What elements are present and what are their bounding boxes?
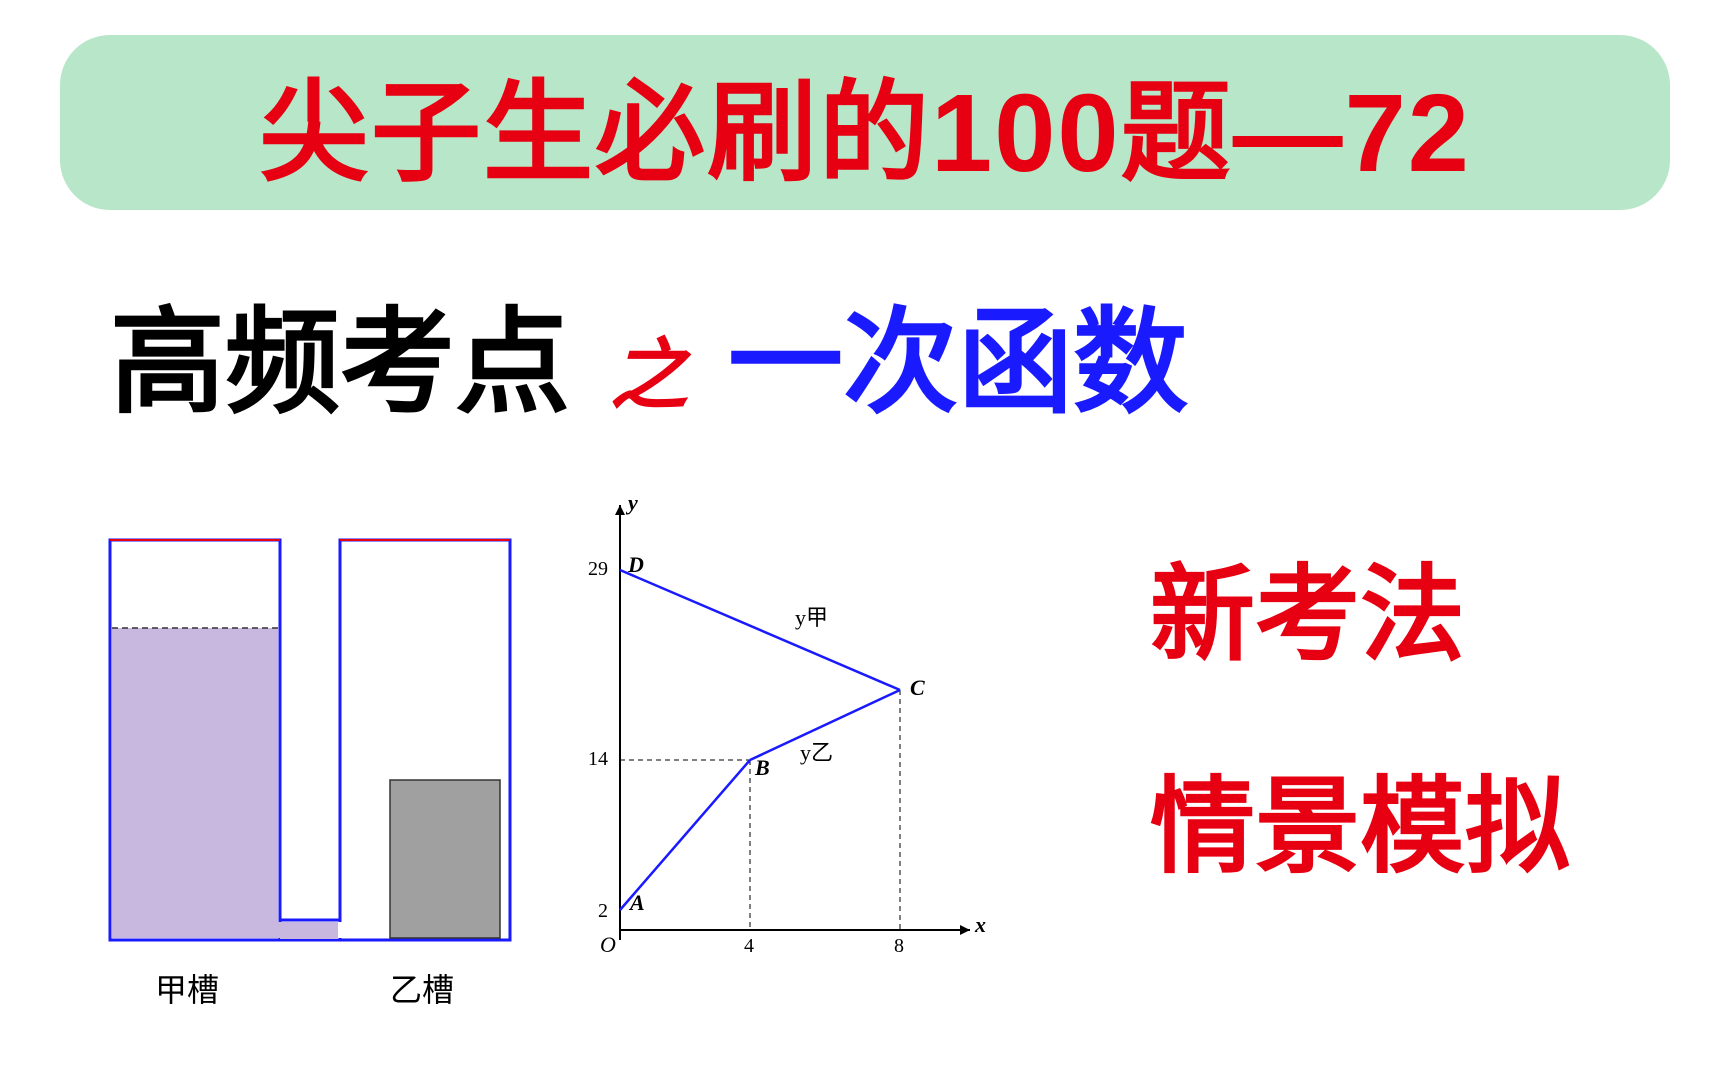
subtitle-part3: 一次函数 (728, 270, 1188, 436)
ytick-2: 2 (598, 900, 608, 923)
origin-label: O (600, 932, 616, 958)
ytick-29: 29 (588, 558, 608, 581)
xtick-4: 4 (744, 935, 754, 958)
subtitle-row: 高频考点 之 一次函数 (110, 270, 1188, 436)
right-label-2: 情景模拟 (1150, 742, 1570, 894)
tanks-svg (100, 510, 520, 960)
ytick-14: 14 (588, 748, 608, 771)
point-A: A (630, 890, 645, 916)
tanks-diagram: 甲槽 乙槽 (100, 510, 520, 1010)
subtitle-part2: 之 (610, 313, 688, 425)
y-yi-label: y乙 (800, 735, 833, 767)
title-banner: 尖子生必刷的100题—72 (60, 35, 1670, 210)
main-title: 尖子生必刷的100题—72 (259, 43, 1471, 203)
y-jia-label: y甲 (795, 600, 828, 632)
right-labels: 新考法 情景模拟 (1150, 530, 1570, 954)
tank-label-left: 甲槽 (155, 965, 219, 1011)
xtick-8: 8 (894, 935, 904, 958)
point-D: D (628, 552, 644, 578)
diagram-area: 甲槽 乙槽 y x O 2 14 29 4 8 A (100, 490, 1020, 1030)
y-axis-label: y (628, 490, 638, 516)
line-graph: y x O 2 14 29 4 8 A B C D y甲 y乙 (570, 490, 1010, 1010)
tank-label-right: 乙槽 (390, 965, 454, 1011)
right-label-1: 新考法 (1150, 530, 1570, 682)
subtitle-part1: 高频考点 (110, 270, 570, 436)
x-axis-label: x (975, 912, 986, 938)
point-B: B (755, 755, 770, 781)
point-C: C (910, 675, 925, 701)
